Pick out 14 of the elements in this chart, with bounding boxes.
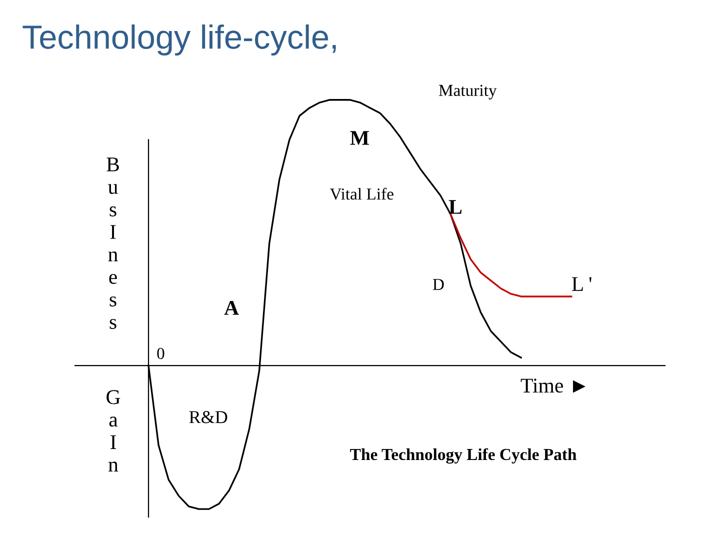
annotation: GaIn (106, 390, 120, 472)
annotation: Vital Life (330, 188, 394, 200)
annotation: 0 (157, 348, 164, 360)
text: Maturity (438, 84, 497, 100)
x-axis-title: Time ► (520, 378, 586, 393)
annotation: L ' (572, 277, 592, 291)
annotation: M (350, 131, 369, 145)
annotation: R&D (189, 411, 228, 424)
annotation: L (448, 200, 462, 214)
annotation: A (224, 301, 239, 315)
annotation: The Technology Life Cycle Path (350, 448, 576, 464)
y-axis-title: BusIness (106, 158, 119, 329)
chart-title: Technology life-cycle, (22, 24, 336, 56)
annotation: D (432, 278, 444, 290)
